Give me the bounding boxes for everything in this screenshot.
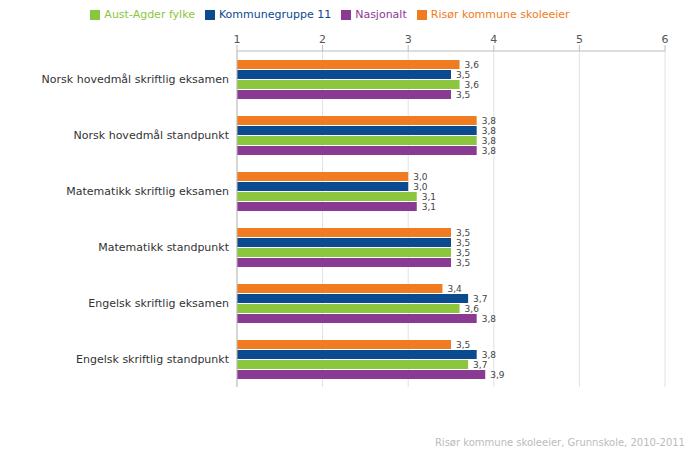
svg-text:3,6: 3,6 <box>465 304 480 314</box>
svg-text:3: 3 <box>405 33 412 46</box>
svg-text:3,0: 3,0 <box>413 172 428 182</box>
html-text:Kommunegruppe 11: Kommunegruppe 11 <box>218 8 332 21</box>
svg-text:4: 4 <box>490 33 497 46</box>
svg-text:Norsk hovedmål standpunkt: Norsk hovedmål standpunkt <box>74 129 230 142</box>
svg-text:3,6: 3,6 <box>465 60 480 70</box>
html-text:Nasjonalt: Nasjonalt <box>355 8 407 21</box>
svg-text:3,8: 3,8 <box>482 146 497 156</box>
svg-text:3,8: 3,8 <box>482 136 497 146</box>
svg-text:3,9: 3,9 <box>490 370 505 380</box>
svg-text:Engelsk skriftlig standpunkt: Engelsk skriftlig standpunkt <box>76 353 230 366</box>
svg-text:Matematikk standpunkt: Matematikk standpunkt <box>98 241 229 254</box>
svg-text:3,5: 3,5 <box>456 90 470 100</box>
svg-text:Engelsk skriftlig eksamen: Engelsk skriftlig eksamen <box>88 297 229 310</box>
html-text:Aust-Agder fylke: Aust-Agder fylke <box>104 8 195 21</box>
svg-text:3,5: 3,5 <box>456 238 470 248</box>
svg-text:3,0: 3,0 <box>413 182 428 192</box>
svg-text:3,1: 3,1 <box>422 192 436 202</box>
svg-text:3,8: 3,8 <box>482 350 497 360</box>
svg-text:3,5: 3,5 <box>456 258 470 268</box>
svg-text:3,4: 3,4 <box>447 284 462 294</box>
svg-text:3,5: 3,5 <box>456 70 470 80</box>
svg-text:3,5: 3,5 <box>456 228 470 238</box>
svg-text:3,5: 3,5 <box>456 340 470 350</box>
svg-text:Norsk hovedmål skriftlig eksam: Norsk hovedmål skriftlig eksamen <box>42 73 229 86</box>
html-text:Risør kommune skoleeier, Grunn: Risør kommune skoleeier, Grunnskole, 201… <box>434 437 685 448</box>
svg-text:5: 5 <box>576 33 583 46</box>
svg-text:3,1: 3,1 <box>422 202 436 212</box>
svg-text:3,6: 3,6 <box>465 80 480 90</box>
svg-text:1: 1 <box>234 33 241 46</box>
svg-text:3,7: 3,7 <box>473 360 487 370</box>
svg-text:3,8: 3,8 <box>482 314 497 324</box>
svg-text:2: 2 <box>319 33 326 46</box>
svg-text:Matematikk skriftlig eksamen: Matematikk skriftlig eksamen <box>66 185 229 198</box>
svg-text:3,8: 3,8 <box>482 116 497 126</box>
html-text:Risør kommune skoleeier: Risør kommune skoleeier <box>430 8 570 21</box>
svg-text:3,7: 3,7 <box>473 294 487 304</box>
svg-text:6: 6 <box>662 33 669 46</box>
svg-text:3,8: 3,8 <box>482 126 497 136</box>
svg-text:3,5: 3,5 <box>456 248 470 258</box>
